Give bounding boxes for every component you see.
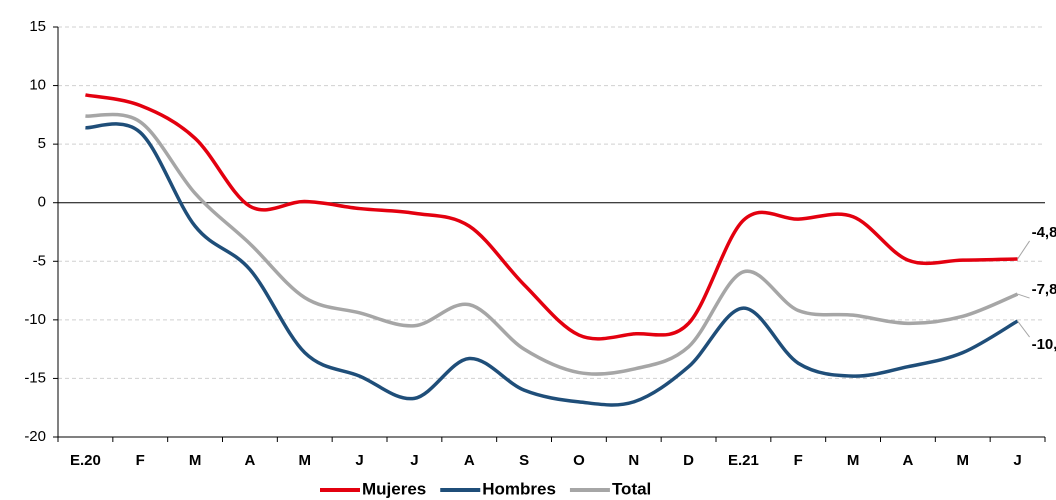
y-tick-label: 0 — [38, 194, 46, 211]
x-tick-label: S — [519, 452, 529, 469]
x-tick-label: M — [299, 452, 312, 469]
value-label: -10,1 — [1032, 336, 1056, 353]
y-tick-label: -10 — [24, 311, 46, 328]
x-tick-label: O — [573, 452, 585, 469]
x-tick-label: D — [683, 452, 694, 469]
x-tick-label: A — [464, 452, 475, 469]
x-tick-label: J — [410, 452, 418, 469]
line-series — [85, 93, 1018, 341]
x-tick-label: M — [847, 452, 860, 469]
legend-label: Total — [612, 479, 651, 498]
x-tick-label: E.21 — [728, 452, 759, 469]
x-tick-label: J — [355, 452, 363, 469]
y-tick-label: 10 — [29, 77, 46, 94]
y-tick-label: -20 — [24, 428, 46, 445]
x-tick-label: M — [957, 452, 970, 469]
x-tick-label: E.20 — [70, 452, 101, 469]
x-tick-label: A — [244, 452, 255, 469]
legend-label: Hombres — [482, 479, 556, 498]
legend-label: Mujeres — [362, 479, 426, 498]
x-tick-label: A — [902, 452, 913, 469]
label-leader — [1017, 320, 1030, 338]
y-tick-label: -5 — [33, 252, 46, 269]
label-leader — [1017, 293, 1030, 299]
value-label: -7,8 — [1032, 281, 1056, 298]
x-tick-label: N — [628, 452, 639, 469]
line-series — [85, 122, 1019, 407]
y-tick-label: 15 — [29, 18, 46, 35]
x-tick-label: J — [1013, 452, 1021, 469]
x-tick-label: M — [189, 452, 202, 469]
x-tick-label: F — [136, 452, 145, 469]
x-tick-label: F — [794, 452, 803, 469]
y-tick-label: 5 — [38, 135, 46, 152]
value-label: -4,8 — [1032, 224, 1056, 241]
label-leader — [1017, 240, 1030, 260]
y-tick-label: -15 — [24, 369, 46, 386]
line-series — [85, 112, 1019, 376]
